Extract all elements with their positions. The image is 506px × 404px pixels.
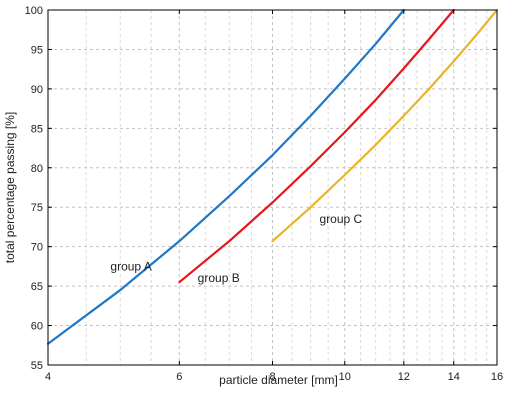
series-line-2: [178, 8, 455, 284]
ticks: [47, 9, 498, 366]
x-tick-label: 8: [269, 371, 275, 383]
series-layer: [46, 8, 499, 345]
y-tick-label: 65: [31, 281, 43, 293]
series-label-2: group B: [198, 271, 240, 285]
x-tick-label: 4: [45, 371, 51, 383]
y-tick-label: 55: [31, 360, 43, 372]
tick-labels: 4 6 8 10 12 14 16 55 60 65 70 75 80 85 90 95 100: [25, 5, 503, 383]
y-tick-label: 70: [31, 242, 43, 254]
series-label-1: group A: [110, 259, 151, 273]
x-tick-label: 10: [339, 371, 351, 383]
y-tick-label: 80: [31, 163, 43, 175]
grid: [48, 10, 497, 365]
series-line-1: [46, 8, 405, 345]
y-tick-label: 75: [31, 202, 43, 214]
x-axis-label: particle diameter [mm]: [219, 373, 338, 387]
y-tick-label: 90: [31, 84, 43, 96]
x-tick-label: 6: [176, 371, 182, 383]
y-tick-label: 100: [25, 5, 43, 17]
y-axis-label: total percentage passing [%]: [3, 112, 17, 263]
x-tick-label: 14: [448, 371, 460, 383]
x-tick-label: 16: [491, 371, 503, 383]
plot-area: [46, 8, 499, 366]
x-tick-label: 12: [398, 371, 410, 383]
y-tick-label: 60: [31, 321, 43, 333]
series-label-3: group C: [320, 212, 363, 226]
y-tick-label: 95: [31, 44, 43, 56]
y-tick-label: 85: [31, 123, 43, 135]
series-line-3: [271, 8, 499, 243]
series-labels: group A group B group C: [110, 212, 362, 285]
